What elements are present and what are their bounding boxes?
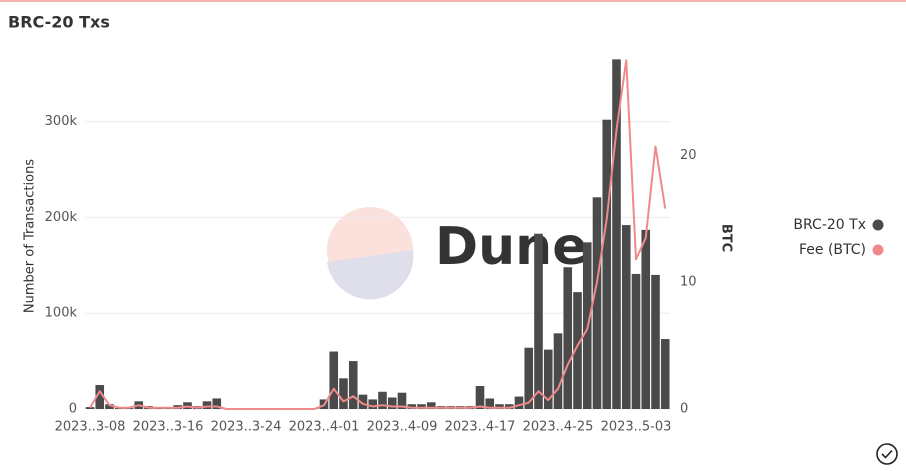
check-icon[interactable]: [876, 443, 898, 465]
y-axis-label: Number of Transactions: [23, 159, 38, 313]
bar: [612, 59, 621, 410]
top-border: [0, 0, 906, 2]
bar: [563, 267, 573, 409]
x-tick-label: 2023..3-16: [133, 420, 204, 435]
watermark-logo: [327, 207, 414, 300]
bar: [417, 404, 426, 409]
bar: [651, 274, 660, 409]
y-tick-label: 300k: [45, 114, 78, 129]
bar: [602, 119, 612, 409]
x-tick-label: 2023..3-24: [211, 420, 282, 435]
y2-axis-label: BTC: [719, 224, 734, 252]
bar: [358, 394, 368, 409]
bar: [631, 273, 641, 409]
bar: [212, 398, 222, 409]
y2-tick-label: 0: [680, 402, 688, 417]
chart-title: BRC-20 Txs: [8, 13, 110, 32]
x-tick-label: 2023..4-17: [445, 420, 516, 435]
bar: [543, 349, 553, 409]
bar: [85, 407, 95, 409]
bar: [485, 398, 495, 409]
y-tick-label: 0: [69, 402, 77, 417]
bar: [339, 378, 348, 409]
x-tick-label: 2023..3-08: [55, 420, 126, 435]
y2-tick-label: 10: [680, 275, 697, 290]
bar: [407, 404, 417, 409]
bar: [592, 197, 602, 409]
bar: [202, 401, 212, 409]
bar: [475, 386, 485, 409]
bar: [553, 333, 563, 409]
bar: [426, 402, 436, 409]
bar: [329, 351, 339, 409]
bar: [378, 391, 387, 409]
bar: [368, 399, 378, 409]
bar: [95, 385, 105, 409]
legend-swatch: [872, 244, 884, 256]
y-tick-label: 100k: [45, 306, 78, 321]
legend-label: Fee (BTC): [799, 242, 866, 258]
bar: [387, 397, 397, 409]
bar: [397, 392, 407, 409]
legend-label: BRC-20 Tx: [793, 217, 866, 233]
bar: [641, 229, 651, 409]
bar: [621, 225, 631, 409]
x-tick-label: 2023..4-01: [289, 420, 360, 435]
x-tick-label: 2023..4-09: [367, 420, 438, 435]
bar: [524, 347, 534, 409]
y2-tick-label: 20: [680, 148, 697, 163]
x-tick-label: 2023..4-25: [523, 420, 594, 435]
x-tick-label: 2023..5-03: [601, 420, 672, 435]
bar: [504, 404, 514, 409]
bar: [348, 361, 358, 409]
bar: [660, 339, 670, 409]
bar: [573, 292, 582, 409]
bar: [514, 396, 524, 409]
watermark: Dune: [435, 217, 587, 277]
bar: [105, 404, 114, 409]
y-tick-label: 200k: [45, 210, 78, 225]
legend-swatch: [872, 219, 884, 231]
bar: [534, 233, 543, 409]
fee-line: [89, 59, 667, 410]
bar: [495, 404, 504, 409]
